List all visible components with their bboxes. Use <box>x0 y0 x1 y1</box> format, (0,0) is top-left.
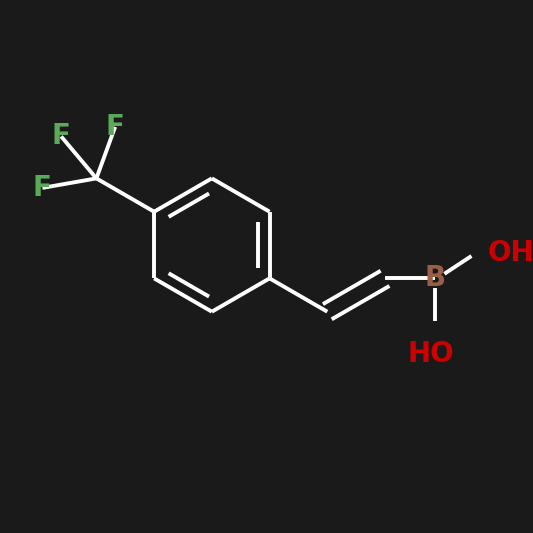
Text: HO: HO <box>407 340 454 368</box>
Text: F: F <box>52 123 70 150</box>
Text: F: F <box>33 174 52 202</box>
Text: F: F <box>106 113 125 141</box>
Text: B: B <box>425 264 446 293</box>
Text: OH: OH <box>488 239 533 267</box>
